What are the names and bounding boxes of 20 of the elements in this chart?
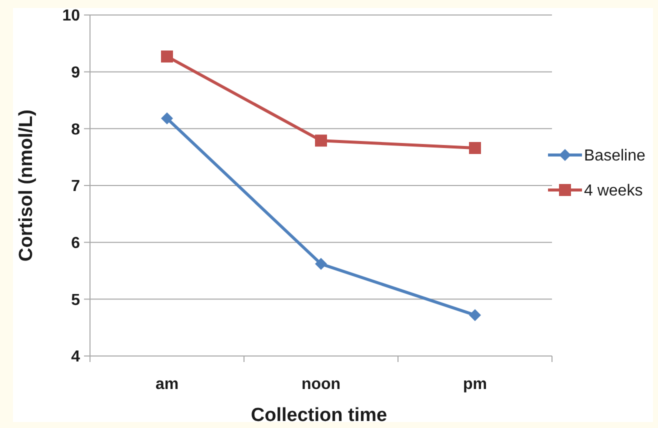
point bbox=[161, 112, 173, 124]
point bbox=[469, 309, 481, 322]
y-tick-label: 5 bbox=[71, 292, 80, 309]
y-tick-label: 10 bbox=[62, 8, 80, 25]
point bbox=[315, 134, 327, 147]
y-axis-title: Cortisol (nmol/L) bbox=[16, 110, 37, 262]
y-tick-label: 9 bbox=[71, 64, 80, 82]
x-tick-label: noon bbox=[301, 376, 341, 393]
legend-label: Baseline bbox=[584, 148, 646, 165]
legend-label: 4 weeks bbox=[584, 182, 643, 200]
x-tick-label: pm bbox=[463, 376, 487, 393]
y-tick-label: 6 bbox=[71, 234, 80, 252]
y-tick-label: 8 bbox=[71, 121, 80, 138]
point bbox=[315, 258, 327, 270]
point bbox=[161, 50, 173, 62]
y-tick-label: 4 bbox=[71, 348, 80, 366]
x-axis-title: Collection time bbox=[250, 405, 388, 426]
y-tick-label: 7 bbox=[71, 178, 80, 196]
point bbox=[469, 142, 481, 154]
x-tick-label: am bbox=[155, 376, 179, 393]
